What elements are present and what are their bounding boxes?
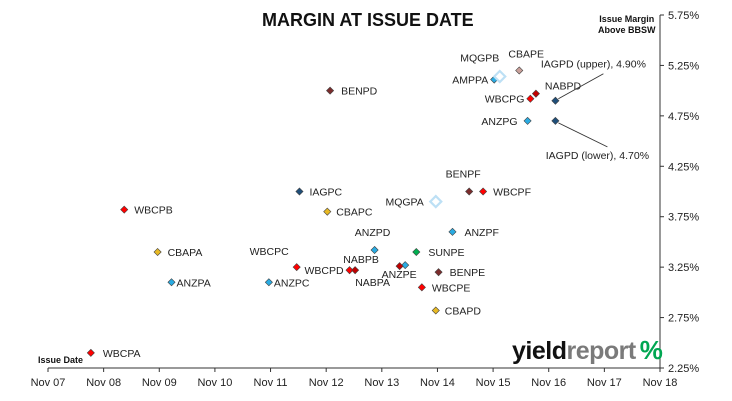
label-nabpb: NABPB xyxy=(343,254,379,266)
point-iagpd-upper-4-90 xyxy=(551,96,560,105)
yieldreport-logo: yieldreport% xyxy=(512,335,663,365)
label-mqgpa: MQGPA xyxy=(385,197,423,209)
point-sunpe xyxy=(412,247,421,257)
label-wbcpg: WBCPG xyxy=(485,94,525,106)
y-tick-label: 3.25% xyxy=(668,262,699,274)
x-tick-label: Nov 16 xyxy=(531,377,566,389)
label-cbapd: CBAPD xyxy=(445,306,482,318)
y-tick-label: 4.25% xyxy=(668,161,699,173)
label-wbcpb: WBCPB xyxy=(134,205,173,217)
label-benpe: BENPE xyxy=(450,267,486,279)
point-wbcpe xyxy=(417,283,426,292)
x-tick-label: Nov 07 xyxy=(31,377,66,389)
x-tick-label: Nov 11 xyxy=(254,377,288,389)
point-wbcpc xyxy=(292,263,301,272)
label-anzpa: ANZPA xyxy=(177,277,211,289)
point-anzpf xyxy=(448,227,457,236)
chart-title: MARGIN AT ISSUE DATE xyxy=(262,10,474,30)
point-nabpb xyxy=(351,266,360,275)
x-tick-label: Nov 09 xyxy=(142,377,177,389)
label-mqgpb: MQGPB xyxy=(460,53,499,65)
label-nabpa: NABPA xyxy=(355,277,390,289)
point-nabpd xyxy=(531,89,540,98)
point-wbcpg xyxy=(526,94,535,103)
point-cbapa xyxy=(153,247,162,257)
label-wbcpd: WBCPD xyxy=(304,265,344,277)
point-anzpd xyxy=(370,245,379,255)
y-tick-label: 2.75% xyxy=(668,313,699,325)
label-benpd: BENPD xyxy=(341,86,378,98)
point-cbape xyxy=(515,66,524,75)
point-cbapc xyxy=(323,207,332,216)
label-anzpd: ANZPD xyxy=(355,227,391,239)
point-anzpc xyxy=(264,278,273,287)
label-wbcpa: WBCPA xyxy=(103,348,141,360)
x-tick-label: Nov 13 xyxy=(364,377,399,389)
y-axis-title: Issue Margin Above BBSW xyxy=(598,14,656,36)
x-tick-label: Nov 10 xyxy=(197,377,232,389)
point-mqgpb xyxy=(492,69,507,84)
y-axis-title-line-1: Issue Margin xyxy=(599,14,655,24)
label-wbcpf: WBCPF xyxy=(493,187,531,199)
point-benpf xyxy=(465,187,474,196)
leader-line-iagpd-upper-4-90 xyxy=(558,73,604,100)
point-anzpg xyxy=(523,116,532,125)
y-tick-label: 3.75% xyxy=(668,212,699,224)
point-iagpd-lower-4-70 xyxy=(551,116,560,125)
point-wbcpf xyxy=(479,187,488,196)
label-anzpg: ANZPG xyxy=(481,116,517,128)
logo-text-report: report xyxy=(566,337,636,365)
label-wbcpe: WBCPE xyxy=(432,282,471,294)
label-cbapc: CBAPC xyxy=(336,207,373,219)
label-anzpf: ANZPF xyxy=(464,227,498,239)
y-tick-label: 5.25% xyxy=(668,60,699,72)
label-sunpe: SUNPE xyxy=(428,247,464,259)
leader-line-iagpd-lower-4-70 xyxy=(558,122,608,148)
y-axis-title-line-2: Above BBSW xyxy=(598,25,656,35)
label-wbcpc: WBCPC xyxy=(250,246,290,258)
chart-marks xyxy=(86,66,560,357)
point-cbapd xyxy=(431,306,440,315)
label-iagpd-upper-4-90: IAGPD (upper), 4.90% xyxy=(541,59,646,71)
point-benpd xyxy=(326,86,335,95)
chart-axes: Nov 07 Nov 08 Nov 09 Nov 10 Nov 11 Nov 12 Nov … xyxy=(31,10,700,389)
label-anzpe: ANZPE xyxy=(382,269,417,281)
x-tick-label: Nov 18 xyxy=(643,377,678,389)
logo-percent-icon: % xyxy=(639,335,663,365)
label-iagpc: IAGPC xyxy=(309,187,342,199)
label-benpf: BENPF xyxy=(446,169,481,181)
x-tick-label: Nov 17 xyxy=(587,377,622,389)
x-tick-label: Nov 08 xyxy=(86,377,121,389)
point-wbcpb xyxy=(120,205,129,214)
point-iagpc xyxy=(295,187,304,196)
point-mqgpa xyxy=(428,194,443,209)
x-axis-title: Issue Date xyxy=(38,355,84,365)
label-anzpc: ANZPC xyxy=(274,277,310,289)
point-benpe xyxy=(434,268,443,277)
label-cbapa: CBAPA xyxy=(168,247,203,259)
logo-text-yield: yield xyxy=(512,337,567,365)
point-nabpa xyxy=(395,262,404,271)
point-wbcpa xyxy=(86,348,95,357)
y-tick-label: 5.75% xyxy=(668,10,699,22)
point-anzpe xyxy=(401,261,410,270)
y-tick-label: 4.75% xyxy=(668,111,699,123)
label-nabpd: NABPD xyxy=(545,81,582,93)
y-tick-label: 2.25% xyxy=(668,363,699,375)
x-tick-label: Nov 15 xyxy=(476,377,511,389)
x-tick-label: Nov 14 xyxy=(420,377,455,389)
point-anzpa xyxy=(167,278,176,287)
x-tick-label: Nov 12 xyxy=(309,377,344,389)
label-cbape: CBAPE xyxy=(508,48,544,60)
chart-point-labels: WBCPA WBCPB CBAPA ANZPA WBCPC ANZPC IAGPC CBAPC… xyxy=(103,48,649,359)
label-iagpd-lower-4-70: IAGPD (lower), 4.70% xyxy=(546,150,649,162)
point-wbcpd xyxy=(345,266,354,275)
label-amppa: AMPPA xyxy=(452,75,488,87)
